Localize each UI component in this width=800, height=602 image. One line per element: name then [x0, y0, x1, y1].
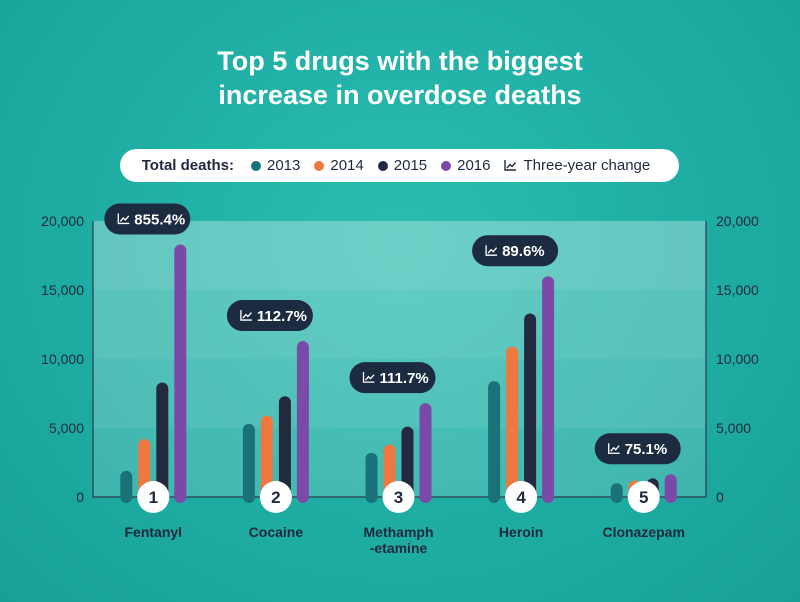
legend-dot-2015 [377, 160, 388, 171]
bar-2013-1 [120, 470, 133, 503]
bar-2013-2 [242, 423, 255, 503]
legend-text-2016: 2016 [457, 157, 491, 174]
bar-2015-4 [524, 313, 537, 503]
legend-label: Total deaths: [141, 157, 234, 174]
bar-2016-2 [296, 341, 309, 503]
legend-text-change: Three-year change [523, 157, 651, 174]
category-label-4: Heroin [499, 524, 543, 540]
trend-chart-icon [240, 310, 252, 321]
y-tick-label-right: 10,000 [716, 351, 759, 367]
legend-text-2014: 2014 [330, 157, 364, 174]
trend-chart-icon [362, 372, 375, 383]
y-tick-label-left: 5,000 [49, 420, 84, 436]
category-label-5: Clonazepam [602, 524, 684, 540]
rank-circle-5 [627, 481, 660, 513]
category-label-3: -etamine [370, 540, 428, 556]
bar-2016-4 [542, 276, 555, 503]
bar-2013-3 [365, 452, 378, 503]
plot-band-2 [93, 290, 706, 359]
change-badge-1 [104, 203, 191, 235]
category-label-3: Methamph [364, 524, 434, 540]
y-tick-label-left: 20,000 [41, 213, 84, 229]
chart-title-line-2: increase in overdose deaths [218, 80, 582, 110]
legend-text-2013: 2013 [266, 157, 301, 174]
bar-2016-1 [174, 244, 187, 503]
rank-number-2: 2 [271, 488, 280, 507]
change-badge-5 [594, 433, 681, 465]
y-tick-label-right: 15,000 [716, 282, 759, 298]
category-label-2: Cocaine [249, 524, 304, 540]
legend-text-2015: 2015 [393, 157, 428, 174]
legend: Total deaths: 2013 2014 2015 2016 Three-… [120, 149, 679, 182]
bar-2016-5 [664, 474, 677, 503]
legend-item-change: Three-year change [504, 157, 650, 174]
rank-circle-4 [505, 481, 538, 513]
rank-number-4: 4 [516, 488, 526, 507]
legend-dot-2016 [441, 160, 452, 171]
rank-number-3: 3 [394, 488, 403, 507]
category-label-1: Fentanyl [125, 524, 183, 540]
change-badge-4 [472, 235, 559, 267]
bar-2014-4 [506, 346, 519, 503]
change-value-1: 855.4% [134, 211, 185, 228]
rank-circle-1 [137, 481, 170, 513]
change-value-4: 89.6% [502, 243, 545, 260]
trend-chart-icon [610, 445, 620, 452]
rank-circle-2 [259, 481, 292, 513]
bar-2013-5 [610, 483, 623, 503]
legend-dot-2014 [314, 160, 325, 171]
bar-2016-3 [419, 403, 432, 503]
rank-number-1: 1 [149, 488, 158, 507]
bar-2015-1 [156, 382, 169, 503]
change-value-3: 111.7% [380, 370, 429, 387]
trend-chart-icon [485, 245, 498, 256]
y-tick-label-left: 10,000 [41, 351, 84, 367]
chart-title: Top 5 drugs with the biggest increase in… [0, 44, 800, 112]
bar-2014-2 [260, 415, 273, 503]
legend-item-2015: 2015 [377, 157, 428, 174]
change-badge-2 [226, 300, 313, 332]
change-badge-3 [349, 362, 436, 394]
legend-item-2016: 2016 [441, 157, 490, 174]
legend-dot-2013 [250, 160, 261, 171]
trend-chart-icon [242, 312, 252, 319]
trend-chart-icon [608, 443, 620, 454]
bar-2013-4 [488, 381, 501, 503]
legend-item-2013: 2013 [250, 157, 301, 174]
y-tick-label-left: 0 [76, 489, 84, 505]
change-value-5: 75.1% [625, 441, 668, 458]
trend-chart-icon [504, 160, 517, 171]
chart-title-line-1: Top 5 drugs with the biggest [217, 46, 583, 76]
trend-chart-icon [365, 374, 375, 381]
rank-number-5: 5 [639, 488, 648, 507]
rank-circle-3 [382, 481, 415, 513]
y-tick-label-right: 0 [716, 489, 724, 505]
y-tick-label-left: 15,000 [41, 282, 84, 298]
trend-chart-icon [119, 215, 130, 222]
legend-item-2014: 2014 [314, 157, 364, 174]
y-tick-label-right: 20,000 [716, 213, 759, 229]
change-value-2: 112.7% [257, 308, 307, 325]
y-tick-label-right: 5,000 [716, 420, 751, 436]
trend-chart-icon [487, 247, 498, 254]
bar-2015-2 [278, 396, 291, 503]
trend-chart-icon [117, 213, 130, 225]
plot-band-3 [93, 221, 706, 290]
